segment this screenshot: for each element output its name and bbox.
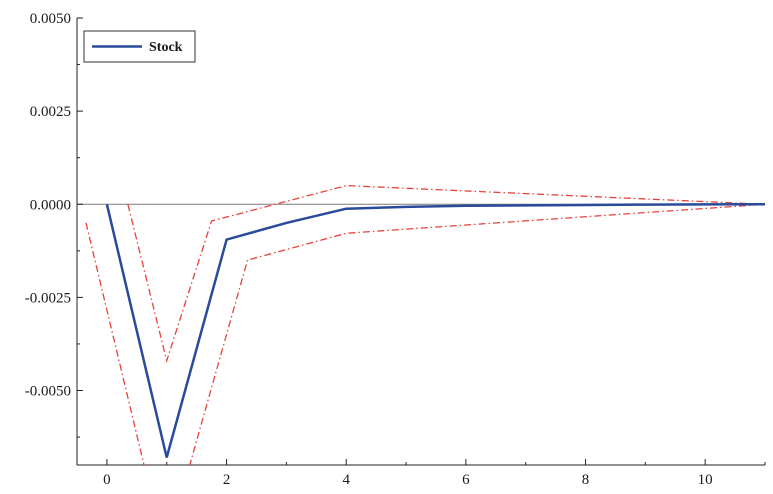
confidence-bands [85,184,765,465]
y-tick-label: 0.0025 [30,104,71,120]
tick-labels: 0.0050 0.0025 0.0000 -0.0025 -0.0050 0 2 4 6 8 10 [25,11,713,488]
legend-label-stock: Stock [149,40,183,55]
x-tick-label: 8 [582,472,590,488]
y-tick-label: 0.0050 [30,11,71,27]
series-lines [105,203,765,458]
x-tick-label: 0 [103,472,111,488]
band-line-upper-band [127,184,765,364]
legend: Stock [83,30,196,63]
x-tick-label: 4 [342,472,350,488]
band-line-lower-band [85,203,765,465]
y-tick-label: 0.0000 [30,197,71,213]
x-tick-label: 2 [223,472,231,488]
x-tick-label: 6 [462,472,470,488]
y-tick-label: -0.0025 [25,290,71,306]
tick-marks [77,17,766,465]
series-line-stock [105,203,765,458]
x-tick-label: 10 [698,472,713,488]
y-tick-label: -0.0050 [25,384,71,400]
axes [76,18,765,466]
